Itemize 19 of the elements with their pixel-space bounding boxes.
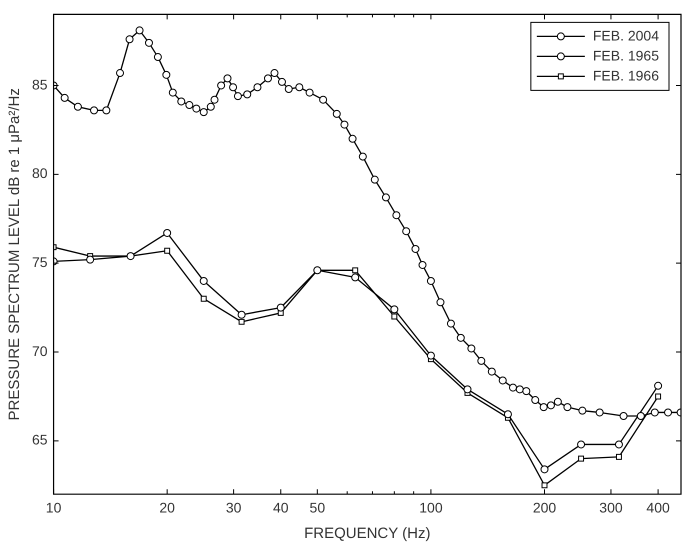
- x-tick-label: 50: [310, 499, 326, 516]
- legend-label: FEB. 2004: [592, 27, 660, 44]
- legend-label: FEB. 1965: [592, 47, 660, 64]
- x-tick-label: 20: [159, 499, 176, 516]
- x-tick-label: 400: [646, 499, 670, 516]
- y-tick-label: 80: [32, 165, 48, 182]
- x-tick-label: 300: [599, 499, 623, 516]
- x-axis-title: FREQUENCY (Hz): [304, 525, 430, 542]
- y-tick-label: 75: [32, 254, 48, 270]
- x-tick-label: 30: [226, 499, 242, 516]
- y-tick-label: 85: [32, 76, 48, 92]
- y-tick-label: 70: [32, 342, 48, 359]
- x-tick-label: 10: [46, 499, 62, 516]
- y-tick-label: 65: [32, 432, 48, 448]
- x-tick-label: 40: [272, 499, 289, 516]
- x-tick-label: 200: [532, 499, 556, 516]
- y-axis-title: PRESSURE SPECTRUM LEVEL dB re 1 μPa²/Hz: [6, 88, 24, 420]
- legend-label: FEB. 1966: [592, 67, 660, 84]
- x-tick-label: 100: [419, 499, 443, 516]
